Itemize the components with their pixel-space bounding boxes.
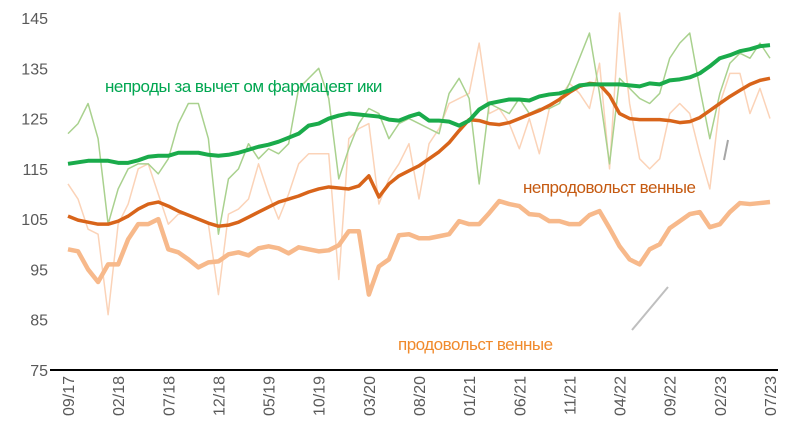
line-series (67, 43, 771, 166)
y-tick-label: 145 (21, 11, 48, 28)
x-tick-label: 06/21 (512, 376, 529, 416)
x-tick-label: 02/23 (713, 376, 730, 416)
series-label: непродовольст венные (523, 178, 695, 197)
y-tick-label: 115 (22, 162, 48, 179)
leader-line (723, 139, 729, 161)
y-tick-label: 125 (21, 112, 48, 129)
y-tick-label: 105 (21, 212, 48, 229)
x-tick-label: 09/22 (663, 376, 680, 416)
y-tick-label: 95 (30, 262, 48, 279)
x-tick-label: 01/21 (462, 376, 479, 416)
x-tick-label: 07/23 (763, 376, 780, 416)
line-series (67, 32, 771, 235)
line-series (67, 76, 771, 228)
x-tick-label: 04/22 (613, 376, 630, 416)
leader-line (631, 286, 669, 331)
y-tick-label: 85 (30, 313, 48, 330)
x-tick-label: 05/19 (262, 376, 279, 416)
series-label: непроды за вычет ом фармацевт ики (105, 77, 382, 96)
line-series (67, 198, 771, 297)
x-tick-label: 02/18 (111, 376, 128, 416)
y-tick-label: 75 (30, 363, 48, 380)
series-label: продовольст венные (398, 335, 553, 354)
x-tick-label: 07/18 (161, 376, 178, 416)
x-tick-label: 09/17 (61, 376, 78, 416)
x-tick-label: 11/21 (562, 376, 579, 415)
x-tick-label: 10/19 (312, 376, 329, 416)
x-tick-label: 03/20 (362, 376, 379, 416)
x-tick-label: 08/20 (412, 376, 429, 416)
x-tick-label: 12/18 (211, 376, 228, 416)
y-tick-label: 135 (21, 61, 48, 78)
